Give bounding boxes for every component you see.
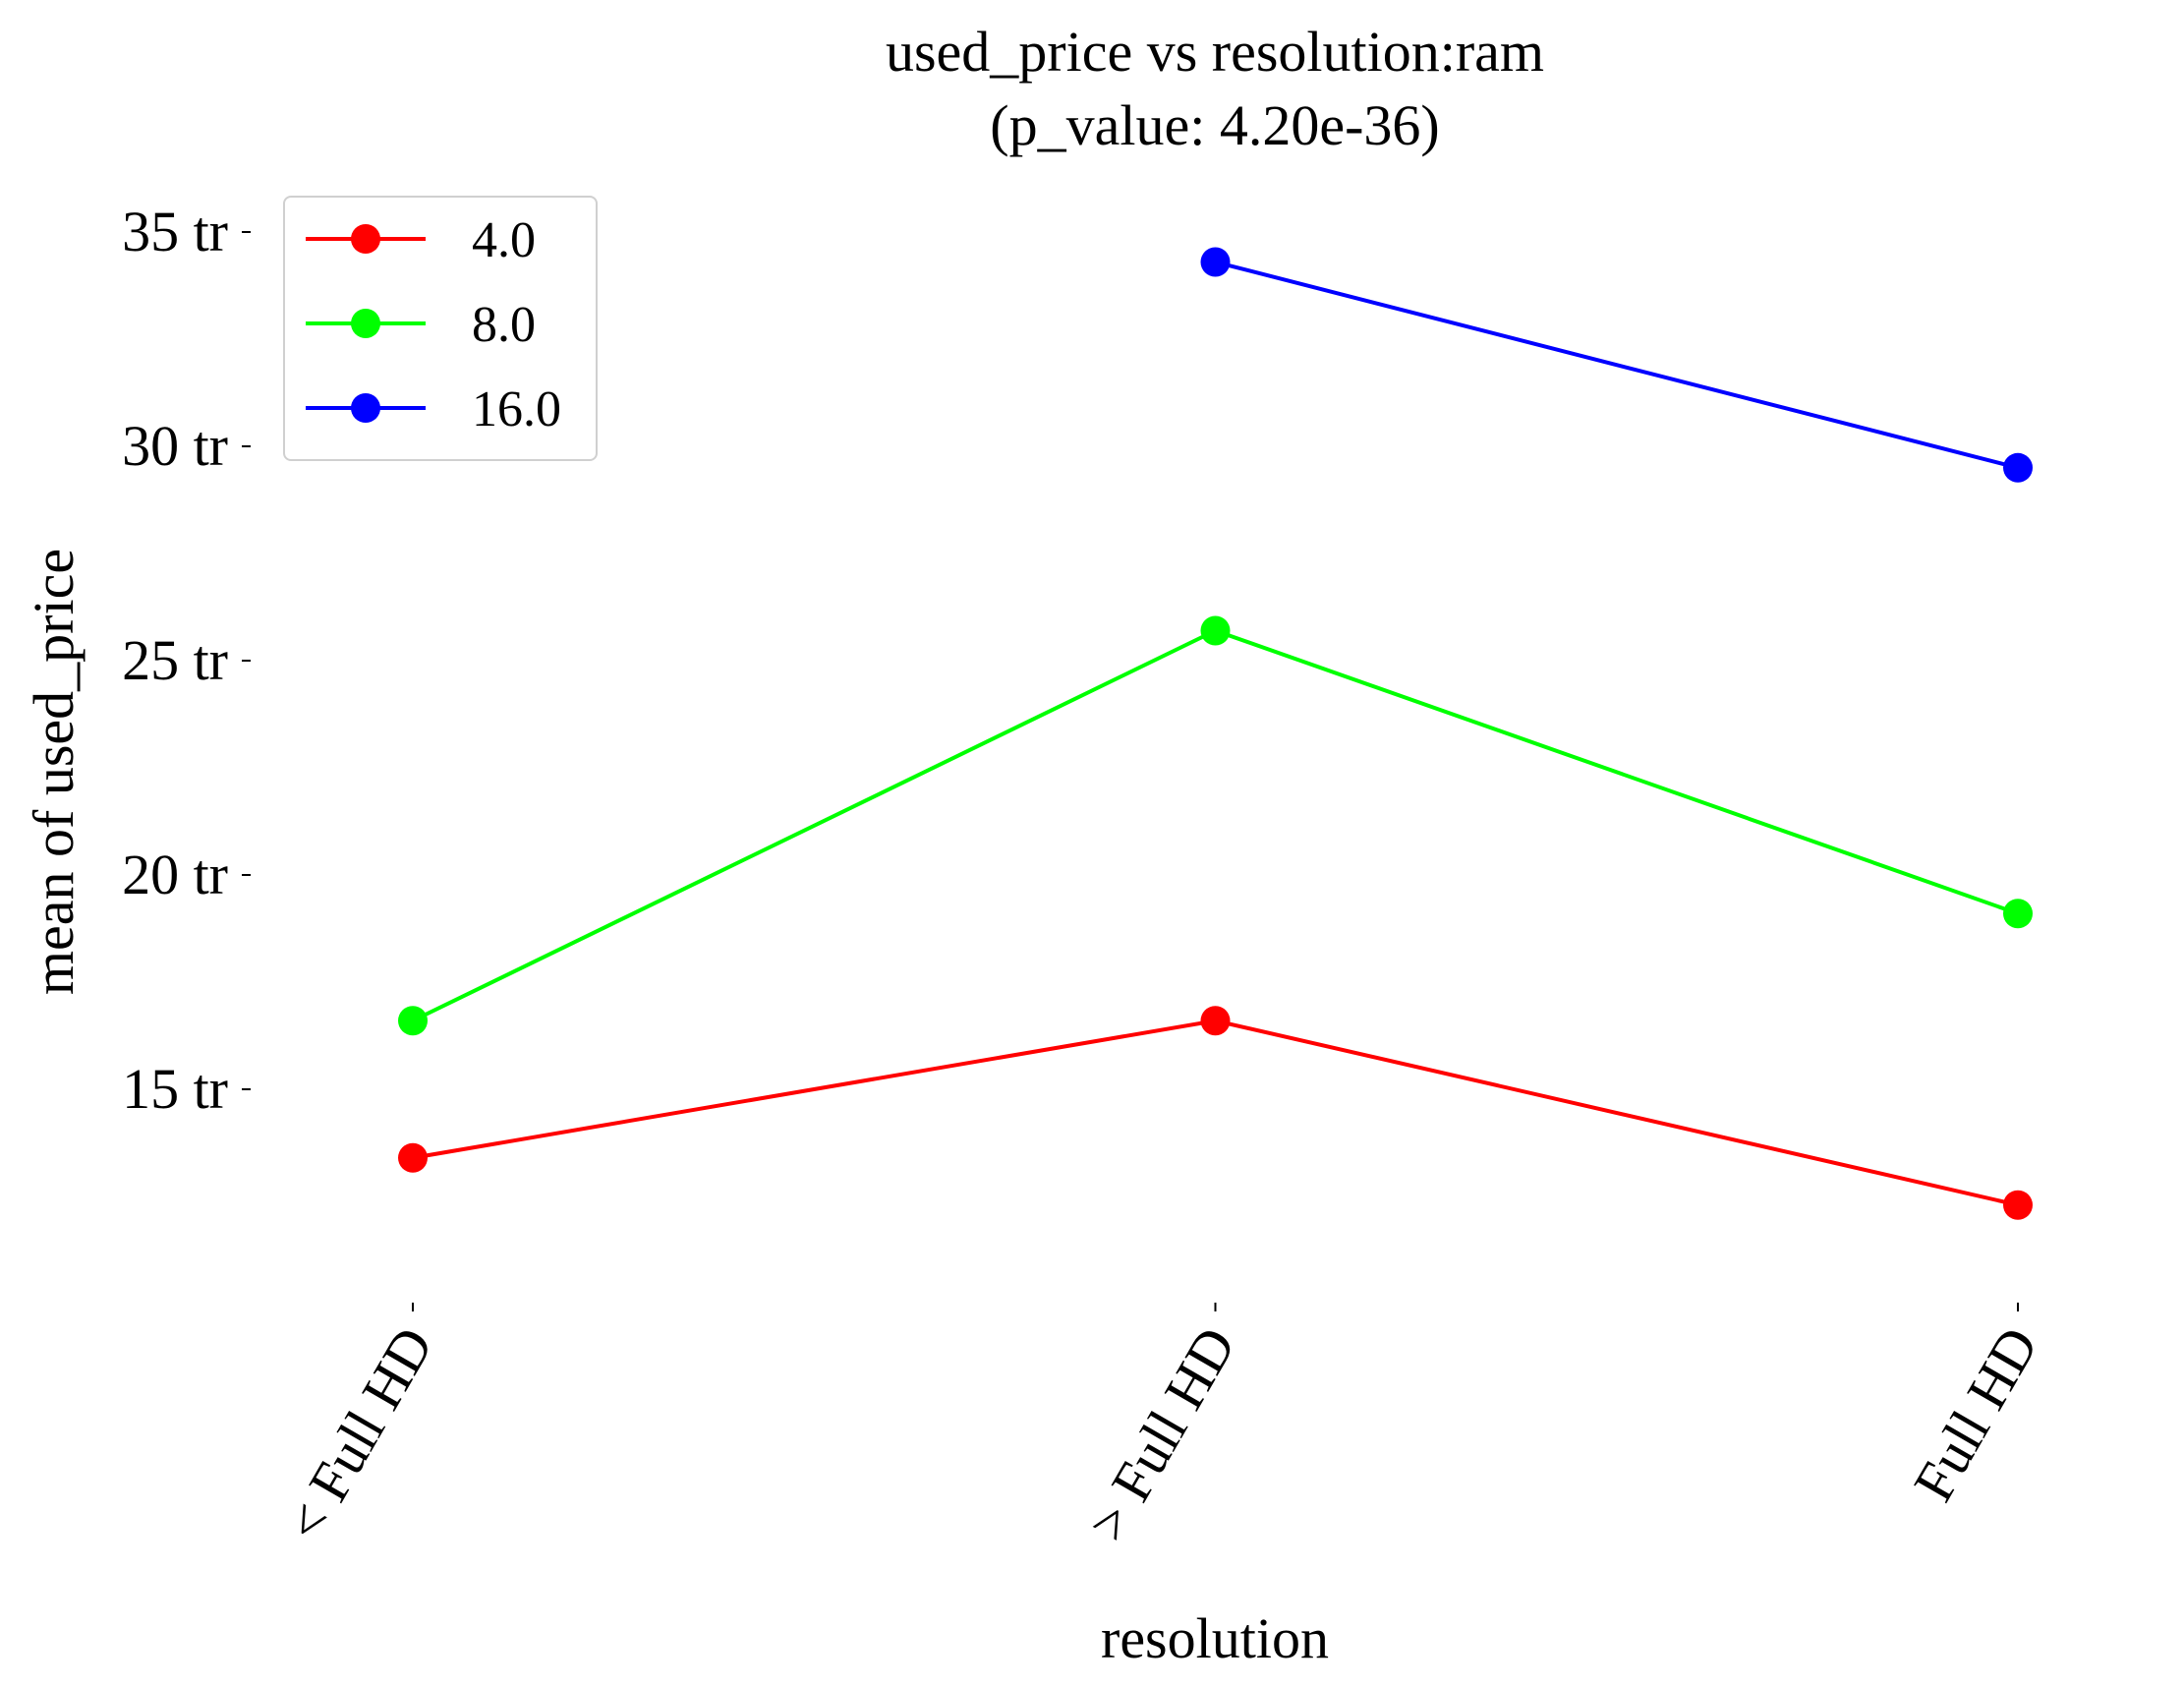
- legend-label: 16.0: [472, 381, 561, 437]
- series-layer: [398, 247, 2033, 1220]
- y-tick-label: 20 tr: [122, 843, 228, 906]
- data-point: [2003, 452, 2033, 483]
- chart-title: used_price vs resolution:ram: [886, 20, 1544, 84]
- series-8.0: [398, 615, 2033, 1036]
- data-point: [2003, 899, 2033, 929]
- series-line: [1215, 260, 2019, 470]
- y-tick-label: 15 tr: [122, 1057, 228, 1121]
- y-axis: 15 tr 20 tr 25 tr 30 tr 35 tr: [122, 200, 251, 1121]
- chart-subtitle: (p_value: 4.20e-36): [990, 93, 1439, 157]
- legend-item: 4.0: [306, 212, 536, 268]
- data-point: [398, 1142, 428, 1173]
- series-line: [412, 1019, 2019, 1207]
- y-tick-label: 30 tr: [122, 414, 228, 478]
- legend-item: 8.0: [306, 297, 536, 353]
- x-axis-label: resolution: [1101, 1606, 1329, 1670]
- series-line: [412, 628, 2019, 1023]
- legend-label: 8.0: [472, 297, 536, 353]
- y-axis-label: mean of used_price: [22, 549, 86, 995]
- x-tick-label: > Full HD: [1075, 1316, 1248, 1551]
- series-4.0: [398, 1006, 2033, 1220]
- y-tick-label: 35 tr: [122, 200, 228, 263]
- legend: 4.0 8.0 16.0: [283, 196, 598, 461]
- x-axis: < Full HD > Full HD Full HD: [272, 1303, 2050, 1551]
- x-tick-label: < Full HD: [272, 1316, 445, 1551]
- series-16.0: [1200, 247, 2033, 483]
- legend-item: 16.0: [306, 381, 561, 437]
- legend-marker: [351, 224, 380, 254]
- data-point: [2003, 1190, 2033, 1220]
- data-point: [1200, 615, 1231, 646]
- y-tick-label: 25 tr: [122, 628, 228, 692]
- data-point: [1200, 1006, 1231, 1036]
- legend-marker: [351, 393, 380, 423]
- x-tick-label: Full HD: [1901, 1316, 2050, 1512]
- data-point: [1200, 247, 1231, 277]
- legend-marker: [351, 309, 380, 338]
- data-point: [398, 1006, 428, 1036]
- legend-label: 4.0: [472, 212, 536, 268]
